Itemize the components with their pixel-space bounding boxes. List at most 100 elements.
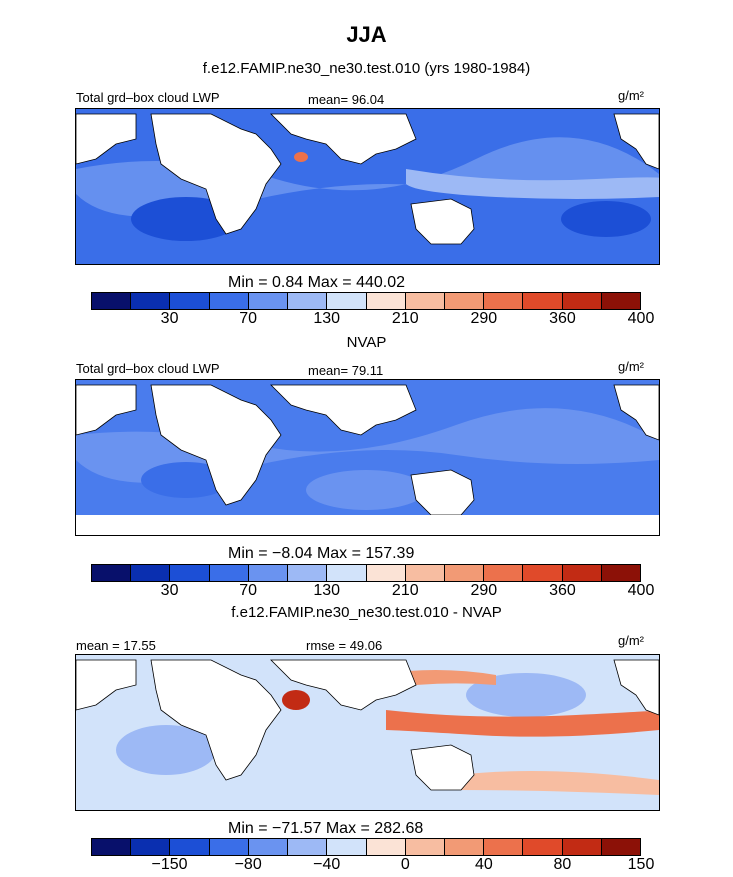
colorbar-tick-label: 360 (549, 310, 576, 327)
colorbar-swatch-1 (92, 293, 132, 309)
panel-3-map (75, 654, 660, 811)
colorbar-tick-label: 40 (474, 856, 493, 873)
colorbar-tick-label: 70 (239, 310, 258, 327)
panel-1-minmax: Min = 0.84 Max = 440.02 (228, 274, 405, 291)
panel-2-field-low (141, 462, 231, 498)
panel-2-africa (150, 384, 282, 506)
panel-3-minmax: Min = −71.57 Max = 282.68 (228, 820, 424, 837)
panel-2-map (75, 379, 660, 536)
colorbar-tick-label: 0 (400, 856, 410, 873)
panel-1-variable-label: Total grd–box cloud LWP (76, 90, 220, 105)
panel-3-colorbar-ticks: −150 −80 −40 0 40 80 150 (91, 856, 655, 874)
colorbar-swatch-9 (405, 565, 445, 581)
colorbar-swatch-3 (170, 565, 210, 581)
colorbar-swatch-5 (248, 293, 289, 309)
colorbar-swatch-8 (366, 293, 406, 309)
panel-1-heading: f.e12.FAMIP.ne30_ne30.test.010 (yrs 1980… (202, 60, 531, 77)
colorbar-swatch-7 (327, 293, 367, 309)
colorbar-tick-label: 130 (313, 582, 341, 599)
panel-2-variable-label: Total grd–box cloud LWP (76, 361, 220, 376)
colorbar-swatch-13 (562, 839, 602, 855)
main-title: JJA (346, 22, 387, 47)
colorbar-swatch-12 (523, 293, 563, 309)
colorbar-tick-label: 130 (313, 310, 341, 327)
panel-1-map-svg (76, 109, 659, 264)
panel-1-mean-label: mean= 96.04 (308, 92, 385, 107)
colorbar-swatch-13 (562, 565, 602, 581)
panel-3-australia (410, 744, 475, 791)
panel-1-colorbar (91, 292, 641, 310)
colorbar-swatch-3 (170, 293, 210, 309)
colorbar-tick-label: −150 (151, 856, 188, 873)
panel-1-field-low-2 (561, 201, 651, 237)
colorbar-tick-label: 210 (391, 582, 419, 599)
colorbar-swatch-9 (405, 839, 445, 855)
panel-3-map-svg (76, 655, 659, 810)
colorbar-swatch-2 (131, 565, 171, 581)
panel-3-mean-label: mean = 17.55 (76, 638, 156, 653)
panel-3-colorbar (91, 838, 641, 856)
panel-2-americas (76, 384, 137, 436)
panel-3-americas-east (613, 659, 659, 716)
colorbar-swatch-11 (484, 565, 524, 581)
panel-2-mean-label: mean= 79.11 (308, 363, 384, 378)
colorbar-swatch-5 (248, 839, 289, 855)
colorbar-swatch-13 (562, 293, 602, 309)
panel-3-rmse-label: rmse = 49.06 (306, 638, 383, 653)
colorbar-swatch-5 (248, 565, 289, 581)
panel-3-field-pos (386, 710, 659, 737)
panel-2-missing-south (76, 515, 659, 535)
colorbar-tick-label: 400 (627, 582, 655, 599)
panel-1-field-high (294, 152, 308, 162)
colorbar-swatch-4 (209, 839, 249, 855)
panel-1-colorbar-ticks: 30 70 130 210 290 360 400 (91, 310, 655, 328)
colorbar-swatch-8 (366, 839, 406, 855)
colorbar-swatch-14 (601, 839, 641, 855)
panel-1-africa (150, 113, 282, 235)
colorbar-swatch-11 (484, 293, 524, 309)
panel-3-units-label: g/m² (618, 633, 644, 648)
panel-3-field-pos-3 (456, 771, 659, 795)
colorbar-swatch-7 (327, 839, 367, 855)
panel-2-heading: NVAP (346, 334, 387, 351)
colorbar-swatch-3 (170, 839, 210, 855)
colorbar-swatch-1 (92, 839, 132, 855)
colorbar-swatch-6 (288, 293, 328, 309)
panel-2-colorbar (91, 564, 641, 582)
panel-2-australia (410, 469, 475, 516)
panel-2-map-svg (76, 380, 659, 535)
panel-1-asia (270, 113, 417, 165)
colorbar-swatch-10 (444, 293, 485, 309)
panel-1-field-band-2 (406, 169, 659, 199)
colorbar-tick-label: 360 (549, 582, 576, 599)
colorbar-tick-label: 80 (553, 856, 572, 873)
colorbar-tick-label: −80 (234, 856, 262, 873)
panel-1-americas-east (613, 113, 659, 170)
colorbar-tick-label: 30 (160, 310, 179, 327)
colorbar-swatch-6 (288, 565, 328, 581)
colorbar-swatch-10 (444, 565, 485, 581)
colorbar-tick-label: −40 (313, 856, 341, 873)
colorbar-swatch-6 (288, 839, 328, 855)
colorbar-tick-label: 290 (470, 310, 498, 327)
panel-2-americas-east (613, 384, 659, 441)
colorbar-tick-label: 400 (627, 310, 655, 327)
panel-1-map (75, 108, 660, 265)
panel-3-americas (76, 659, 137, 711)
colorbar-swatch-7 (327, 565, 367, 581)
colorbar-swatch-1 (92, 565, 132, 581)
colorbar-tick-label: 150 (627, 856, 655, 873)
panel-3-africa (150, 659, 282, 781)
panel-3-field-neg (116, 725, 216, 775)
colorbar-swatch-9 (405, 293, 445, 309)
colorbar-swatch-4 (209, 565, 249, 581)
panel-2-field-mid (306, 470, 426, 510)
panel-1-americas (76, 113, 137, 165)
colorbar-swatch-2 (131, 293, 171, 309)
panel-3-asia (270, 659, 417, 711)
panel-2-minmax: Min = −8.04 Max = 157.39 (228, 545, 415, 562)
panel-2-asia (270, 384, 417, 436)
panel-2-units-label: g/m² (618, 359, 644, 374)
colorbar-swatch-2 (131, 839, 171, 855)
panel-1-units-label: g/m² (618, 88, 644, 103)
